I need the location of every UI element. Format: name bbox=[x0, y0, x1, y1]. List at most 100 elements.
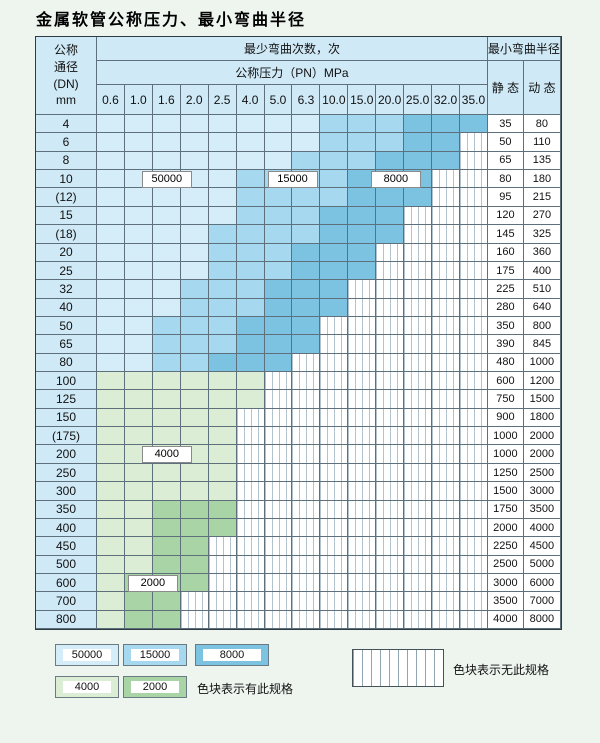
cycle-cell bbox=[152, 408, 181, 428]
cycle-cell bbox=[292, 243, 321, 262]
cycle-cell bbox=[97, 408, 125, 428]
cycle-cell bbox=[152, 555, 181, 574]
no-spec-cell bbox=[376, 482, 405, 501]
dynamic-radius-cell: 80 bbox=[523, 115, 561, 134]
no-spec-cell bbox=[320, 482, 349, 501]
cycle-cell bbox=[180, 170, 209, 189]
dynamic-radius-cell: 4000 bbox=[523, 518, 561, 538]
no-spec-cell bbox=[348, 335, 377, 354]
bend-radius-header: 最小弯曲半径 bbox=[487, 37, 561, 61]
dn-cell: 20 bbox=[36, 243, 97, 262]
cycle-cell bbox=[292, 170, 321, 189]
dn-cell: 65 bbox=[36, 335, 97, 354]
cycle-cell bbox=[124, 537, 153, 556]
dynamic-radius-cell: 640 bbox=[523, 298, 561, 317]
no-spec-cell bbox=[376, 555, 405, 574]
cycle-cell bbox=[124, 335, 153, 354]
dynamic-radius-cell: 2000 bbox=[523, 445, 561, 464]
cycle-cell bbox=[124, 592, 153, 611]
no-spec-cell bbox=[236, 518, 265, 538]
no-spec-cell bbox=[404, 463, 433, 483]
cycle-cell bbox=[264, 206, 293, 226]
no-spec-cell bbox=[376, 243, 405, 262]
cycle-cell bbox=[124, 353, 153, 373]
cycle-cell bbox=[124, 500, 153, 519]
no-spec-cell bbox=[320, 316, 349, 336]
cycle-cell bbox=[236, 115, 265, 134]
cycle-cell bbox=[376, 170, 405, 189]
no-spec-cell bbox=[236, 427, 265, 446]
cycle-cell bbox=[124, 445, 153, 464]
cycle-cell bbox=[152, 133, 181, 152]
cycle-cell bbox=[264, 188, 293, 207]
cycle-cell bbox=[348, 151, 377, 171]
no-spec-cell bbox=[292, 573, 321, 593]
cycle-cell bbox=[152, 573, 181, 593]
no-spec-cell bbox=[404, 427, 433, 446]
no-spec-cell bbox=[348, 427, 377, 446]
pressure-header: 公称压力（PN）MPa bbox=[97, 61, 488, 85]
dn-cell: (175) bbox=[36, 427, 97, 446]
no-spec-cell bbox=[180, 592, 209, 611]
cycle-cell bbox=[236, 261, 265, 281]
cycle-cell bbox=[97, 537, 125, 556]
cycle-cell bbox=[152, 335, 181, 354]
static-radius-cell: 600 bbox=[487, 372, 524, 391]
pressure-col-1.0: 1.0 bbox=[124, 85, 153, 115]
cycle-cell bbox=[124, 133, 153, 152]
static-radius-cell: 280 bbox=[487, 298, 524, 317]
cycle-cell bbox=[376, 151, 405, 171]
no-spec-cell bbox=[459, 408, 488, 428]
no-spec-cell bbox=[236, 463, 265, 483]
cycle-cell bbox=[180, 353, 209, 373]
no-spec-cell bbox=[292, 390, 321, 409]
no-spec-cell bbox=[459, 280, 488, 299]
dynamic-radius-cell: 325 bbox=[523, 225, 561, 244]
static-radius-cell: 1000 bbox=[487, 427, 524, 446]
no-spec-cell bbox=[404, 298, 433, 317]
dynamic-radius-cell: 1200 bbox=[523, 372, 561, 391]
legend-swatch-label: 15000 bbox=[131, 649, 179, 661]
cycle-cell bbox=[97, 225, 125, 244]
no-spec-cell bbox=[432, 206, 460, 226]
dynamic-radius-cell: 510 bbox=[523, 280, 561, 299]
no-spec-cell bbox=[432, 298, 460, 317]
cycle-cell bbox=[180, 206, 209, 226]
pressure-col-2.5: 2.5 bbox=[208, 85, 237, 115]
cycle-cell bbox=[180, 573, 209, 593]
dn-cell: 15 bbox=[36, 206, 97, 226]
cycle-cell bbox=[124, 188, 153, 207]
no-spec-cell bbox=[404, 261, 433, 281]
no-spec-cell bbox=[208, 610, 237, 630]
no-spec-cell bbox=[348, 463, 377, 483]
cycle-cell bbox=[236, 243, 265, 262]
pressure-col-1.6: 1.6 bbox=[152, 85, 181, 115]
dn-cell: 4 bbox=[36, 115, 97, 134]
cycle-cell bbox=[97, 170, 125, 189]
static-radius-cell: 350 bbox=[487, 316, 524, 336]
cycle-cell bbox=[348, 115, 377, 134]
cycle-cell bbox=[97, 316, 125, 336]
cycle-cell bbox=[404, 151, 433, 171]
cycle-cell bbox=[432, 115, 460, 134]
cycle-cell bbox=[292, 225, 321, 244]
no-spec-cell bbox=[404, 500, 433, 519]
cycle-cell bbox=[180, 261, 209, 281]
dn-cell: 10 bbox=[36, 170, 97, 189]
no-spec-cell bbox=[376, 610, 405, 630]
static-header: 静 态 bbox=[487, 61, 524, 115]
cycle-cell bbox=[208, 500, 237, 519]
static-radius-cell: 1000 bbox=[487, 445, 524, 464]
no-spec-cell bbox=[376, 537, 405, 556]
no-spec-cell bbox=[404, 518, 433, 538]
no-spec-cell bbox=[404, 335, 433, 354]
cycle-cell bbox=[97, 445, 125, 464]
dynamic-radius-cell: 1800 bbox=[523, 408, 561, 428]
legend-swatch-50000: 50000 bbox=[55, 644, 119, 666]
dn-cell: 125 bbox=[36, 390, 97, 409]
cycle-cell bbox=[376, 206, 405, 226]
static-radius-cell: 1750 bbox=[487, 500, 524, 519]
legend-swatch-label: 4000 bbox=[63, 681, 111, 693]
cycle-cell bbox=[124, 408, 153, 428]
no-spec-cell bbox=[348, 537, 377, 556]
